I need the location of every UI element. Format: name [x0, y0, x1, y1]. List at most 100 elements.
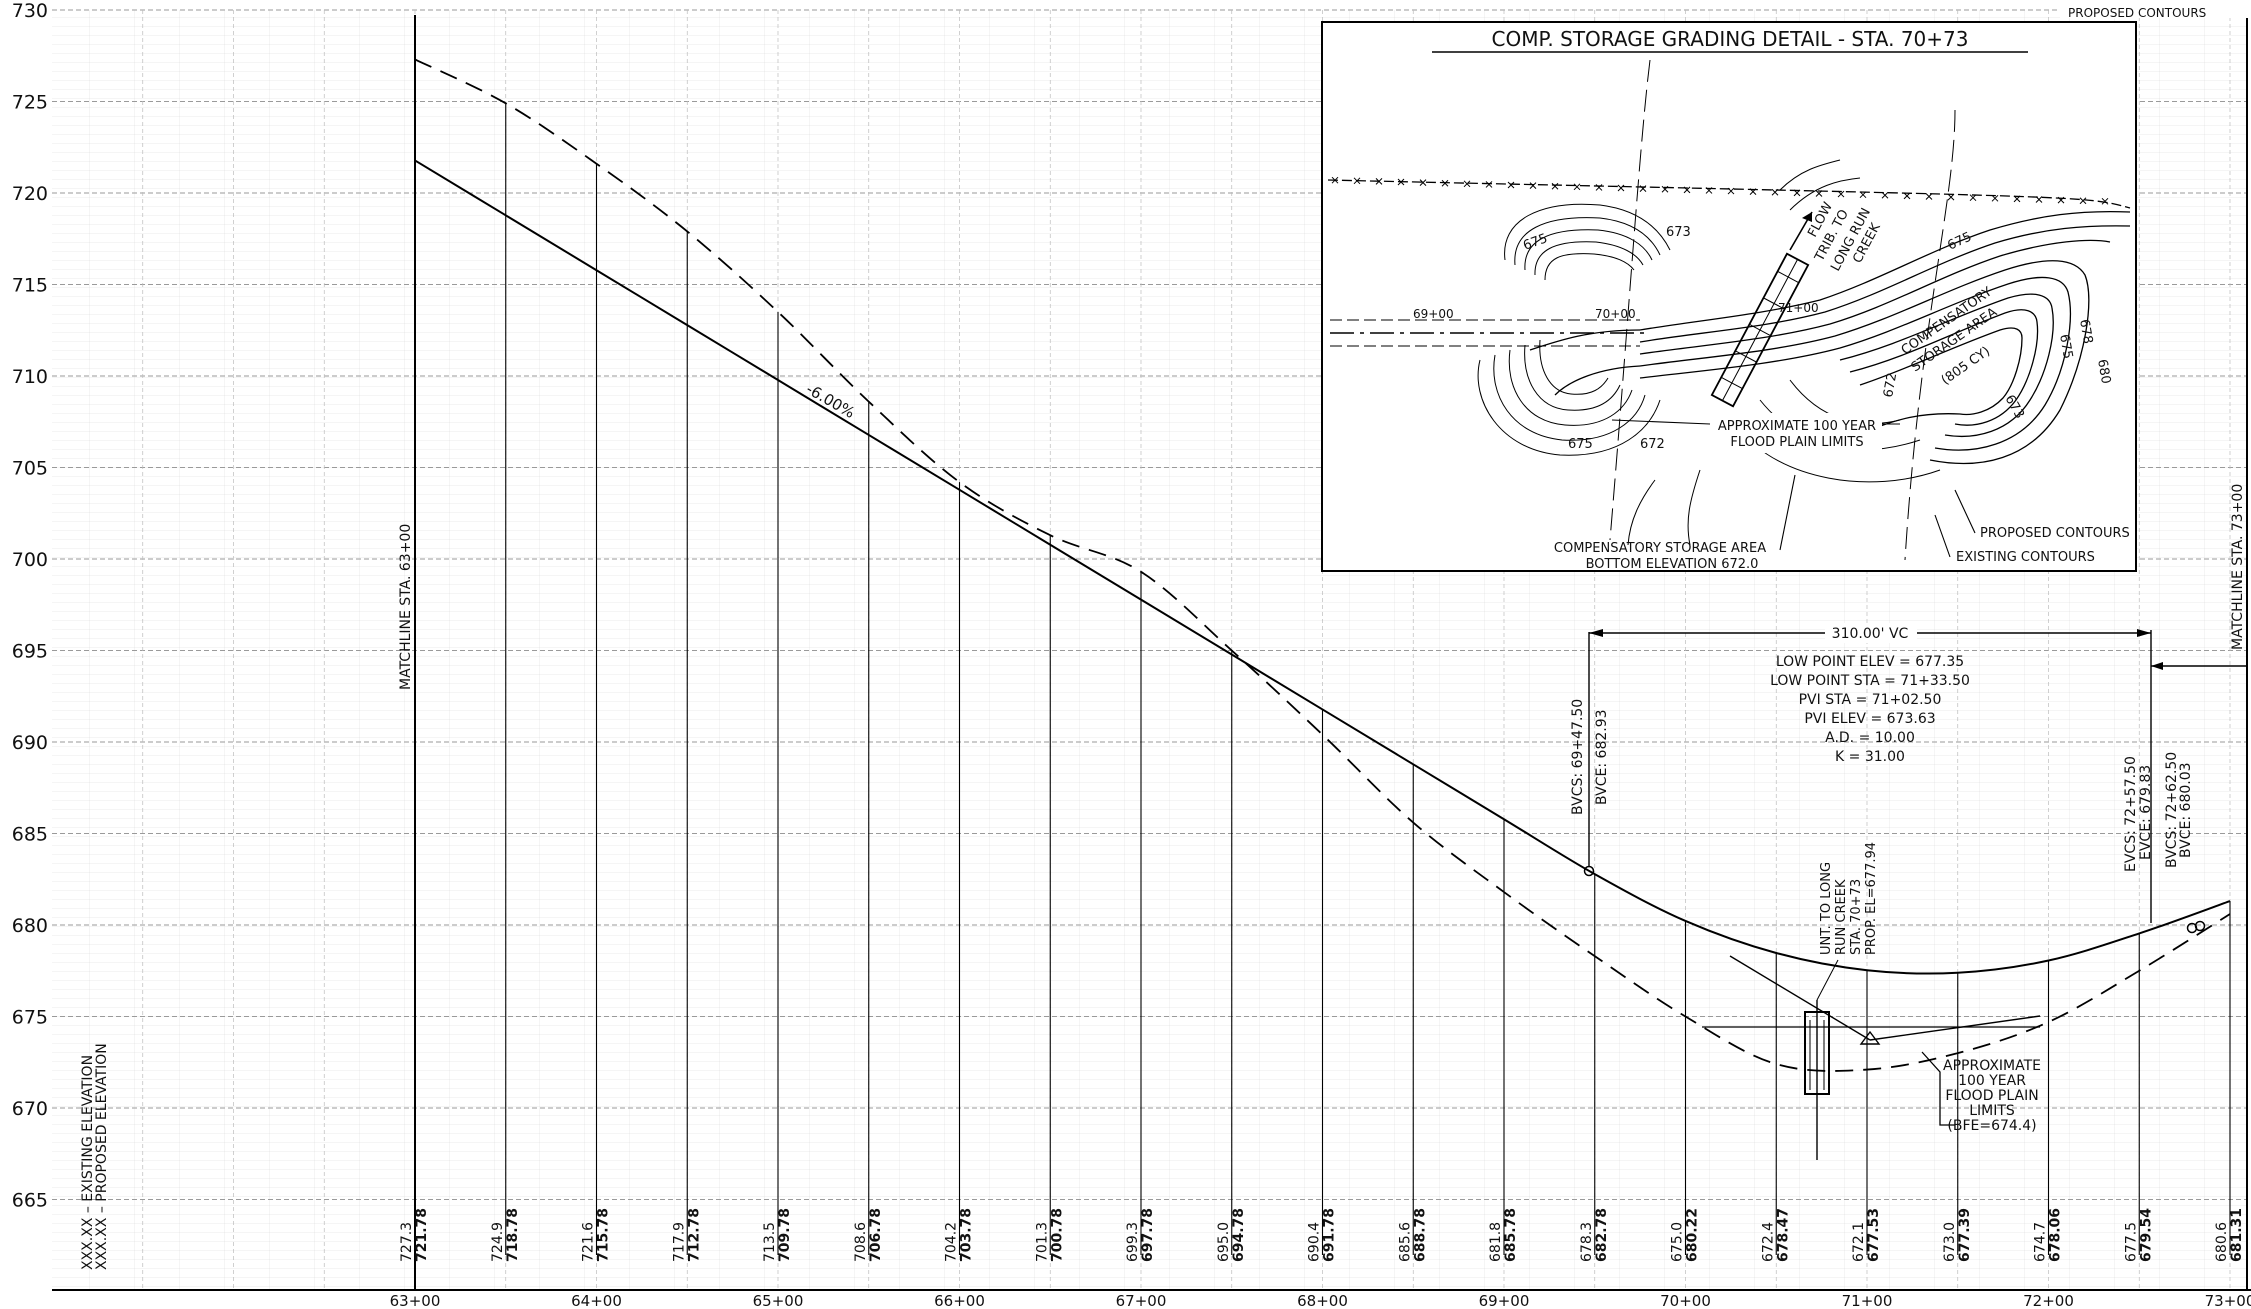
elevation-tick-label: 710 — [12, 366, 48, 388]
creek-leader — [1816, 959, 1839, 1001]
pvi-elev: PVI ELEV = 673.63 — [1804, 711, 1935, 727]
fence-x-mark — [2057, 196, 2065, 204]
station-tick-label: 64+00 — [571, 1292, 622, 1309]
detail-title: COMP. STORAGE GRADING DETAIL - STA. 70+7… — [1492, 27, 1969, 51]
fence-x-mark — [1595, 184, 1603, 191]
existing-elevation-label: 704.2 — [944, 1222, 960, 1262]
proposed-elevation-label: 681.31 — [2229, 1208, 2245, 1262]
fence-x-mark — [1485, 181, 1493, 188]
bfe-triangle — [1859, 1030, 1881, 1045]
grading-detail-inset: COMP. STORAGE GRADING DETAIL - STA. 70+7… — [1321, 21, 2137, 572]
fence-x-mark — [1551, 182, 1559, 190]
station-axis-labels: 63+00 64+00 65+00 66+00 67+00 68+00 69+00 70+00… — [390, 1292, 2251, 1309]
proposed-elevation-label: 718.78 — [505, 1208, 521, 1262]
existing-elevation-label: 713.5 — [762, 1222, 778, 1262]
elevation-tick-label: 705 — [12, 458, 48, 480]
fence-x-mark — [1419, 179, 1427, 186]
elevation-tick-label: 675 — [12, 1007, 48, 1029]
contour-673: 673 — [1666, 225, 1691, 240]
station-tick-label: 65+00 — [753, 1292, 804, 1309]
proposed-elevation-label: 715.78 — [596, 1208, 612, 1262]
station-tick-label: 67+00 — [1116, 1292, 1167, 1309]
fence-x-mark — [2101, 197, 2109, 205]
existing-ground-line — [414, 58, 2231, 1072]
top-fragment-mask — [2060, 0, 2250, 18]
fence-x-mark — [1969, 194, 1977, 202]
fence-x-mark — [1683, 186, 1691, 194]
fence-x-mark — [1375, 178, 1383, 185]
bvc2-station-label: BVCS: 72+62.50 — [2164, 752, 2180, 868]
elevation-tick-label: 730 — [12, 0, 48, 22]
station-tick-label: 69+00 — [1479, 1292, 1530, 1309]
creek-label-line-2: RUN CREEK — [1834, 879, 1849, 955]
fence-x-mark — [1639, 185, 1647, 192]
flood-label-line-1: APPROXIMATE — [1943, 1058, 2041, 1074]
creek-label: UNT. TO LONG RUN CREEK STA. 70+73 PROP. … — [1819, 842, 1879, 955]
fence-x-mark — [2035, 196, 2043, 203]
station-tick-label: 73+00 — [2205, 1292, 2251, 1309]
existing-elevation-label: 673.0 — [1942, 1222, 1958, 1262]
flood-label-line-4: LIMITS — [1969, 1103, 2015, 1119]
proposed-elevation-label: 685.78 — [1503, 1208, 1519, 1262]
fence-x-mark — [1727, 187, 1735, 195]
top-fragment-label: PROPOSED CONTOURS — [2068, 6, 2206, 20]
flood-label-line-2: 100 YEAR — [1958, 1073, 2026, 1089]
existing-elevation-label: 690.4 — [1307, 1222, 1323, 1262]
forward-tangent-extension — [1869, 1015, 2041, 1041]
station-tick-label: 63+00 — [390, 1292, 441, 1309]
station-7000: 70+00 — [1595, 307, 1636, 321]
existing-elevation-label: 680.6 — [2214, 1222, 2230, 1262]
proposed-elevation-label: 691.78 — [1322, 1208, 1338, 1262]
proposed-elevation-label: 678.06 — [2048, 1208, 2064, 1262]
proposed-contours — [1529, 210, 2131, 465]
fence-x-mark — [1925, 193, 1933, 200]
existing-elevation-label: 681.8 — [1488, 1222, 1504, 1262]
flood-limit-label-1: APPROXIMATE 100 YEAR — [1718, 419, 1876, 434]
bvc-station-label: BVCS: 69+47.50 — [1570, 699, 1586, 815]
low-point-sta: LOW POINT STA = 71+33.50 — [1770, 673, 1970, 689]
contour-672-a: 672 — [1881, 372, 1900, 399]
legend-existing: XXX.XX – EXISTING ELEVATION — [80, 1055, 96, 1270]
property-line-2 — [1904, 109, 1956, 561]
bottom-label-2: BOTTOM ELEVATION 672.0 — [1586, 557, 1759, 572]
existing-elevation-label: 699.3 — [1125, 1222, 1141, 1262]
existing-elevation-label: 724.9 — [490, 1222, 506, 1262]
existing-leader — [1934, 514, 1951, 558]
bvc-elev-label: BVCE: 682.93 — [1594, 709, 1610, 805]
bvc2-elev-label: BVCE: 680.03 — [2178, 762, 2194, 858]
curve-data-block: LOW POINT ELEV = 677.35 LOW POINT STA = … — [1770, 654, 1970, 765]
fence-x-mark — [1441, 179, 1449, 187]
existing-elevation-label: 717.9 — [671, 1222, 687, 1262]
fence-x-mark — [1331, 176, 1339, 184]
proposed-elevation-label: 721.78 — [414, 1208, 430, 1262]
k-value: K = 31.00 — [1835, 749, 1905, 765]
elevation-tick-label: 700 — [12, 549, 48, 571]
creek-label-line-3: STA. 70+73 — [1849, 879, 1864, 955]
creek-label-line-1: UNT. TO LONG — [1819, 862, 1834, 955]
detail-frame — [1321, 21, 2137, 572]
algebraic-difference: A.D. = 10.00 — [1825, 730, 1915, 746]
creek-label-line-4: PROP. EL=677.94 — [1864, 842, 1879, 955]
flood-label-line-5: (BFE=674.4) — [1947, 1118, 2036, 1134]
existing-elevation-label: 685.6 — [1397, 1222, 1413, 1262]
proposed-elevation-label: 706.78 — [868, 1208, 884, 1262]
fence-x-mark — [1463, 180, 1471, 188]
contour-675-c: 675 — [2056, 333, 2075, 360]
proposed-elevation-label: 682.78 — [1594, 1208, 1610, 1262]
existing-elevation-label: 672.1 — [1851, 1222, 1867, 1262]
elevation-tick-label: 685 — [12, 824, 48, 846]
vc-arrow-right — [2137, 629, 2151, 637]
existing-elevation-label: 695.0 — [1216, 1222, 1232, 1262]
fence-x-mark — [1859, 191, 1867, 199]
flood-limit-leader-left — [1611, 419, 1711, 425]
fence-x-mark — [1507, 181, 1515, 189]
existing-elevation-label: 675.0 — [1670, 1222, 1686, 1262]
elevation-tick-label: 665 — [12, 1190, 48, 1212]
evc-marker-2 — [2194, 920, 2206, 932]
elevation-tick-label: 715 — [12, 275, 48, 297]
proposed-elevation-label: 679.54 — [2138, 1208, 2154, 1262]
contour-672-b: 672 — [1640, 437, 1665, 452]
matchline-right-label: MATCHLINE STA. 73+00 — [2230, 484, 2246, 650]
contour-680: 680 — [2094, 358, 2113, 385]
station-tick-label: 68+00 — [1297, 1292, 1348, 1309]
